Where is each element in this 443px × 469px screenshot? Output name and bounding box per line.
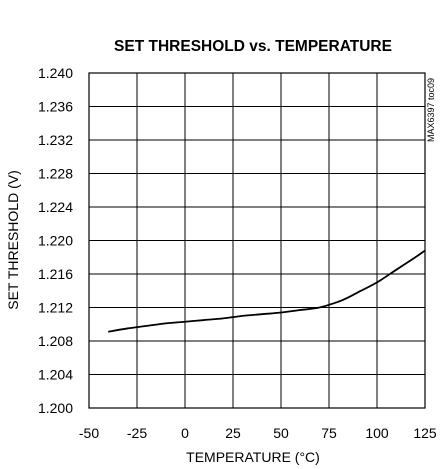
x-tick-labels: -50 -25 0 25 50 75 100 125	[79, 425, 437, 441]
x-tick-label: 50	[273, 425, 289, 441]
y-axis-label: SET THRESHOLD (V)	[5, 170, 21, 310]
series-group	[108, 249, 426, 333]
chart-title: SET THRESHOLD vs. TEMPERATURE	[114, 38, 392, 55]
y-tick-label: 1.208	[38, 333, 73, 349]
x-axis-label: TEMPERATURE (°C)	[186, 449, 320, 465]
x-tick-label: 25	[225, 425, 241, 441]
y-tick-label: 1.200	[38, 400, 73, 416]
y-tick-label: 1.204	[38, 367, 73, 383]
x-tick-label: -25	[127, 425, 147, 441]
x-tick-label: 125	[413, 425, 437, 441]
chart-annotation-code: MAX6397 toc09	[426, 78, 436, 142]
series-line	[108, 249, 426, 333]
y-tick-label: 1.228	[38, 166, 73, 182]
y-tick-label: 1.232	[38, 132, 73, 148]
grid	[89, 73, 425, 408]
y-tick-label: 1.220	[38, 233, 73, 249]
plot-frame	[88, 72, 426, 409]
y-tick-label: 1.216	[38, 266, 73, 282]
x-tick-label: 75	[321, 425, 337, 441]
x-tick-label: -50	[79, 425, 99, 441]
y-tick-labels: 1.200 1.204 1.208 1.212 1.216 1.220 1.224 1.228…	[38, 65, 73, 416]
y-tick-label: 1.212	[38, 300, 73, 316]
x-tick-label: 100	[365, 425, 389, 441]
x-tick-label: 0	[181, 425, 189, 441]
y-tick-label: 1.240	[38, 65, 73, 81]
y-tick-label: 1.224	[38, 199, 73, 215]
y-tick-label: 1.236	[38, 99, 73, 115]
